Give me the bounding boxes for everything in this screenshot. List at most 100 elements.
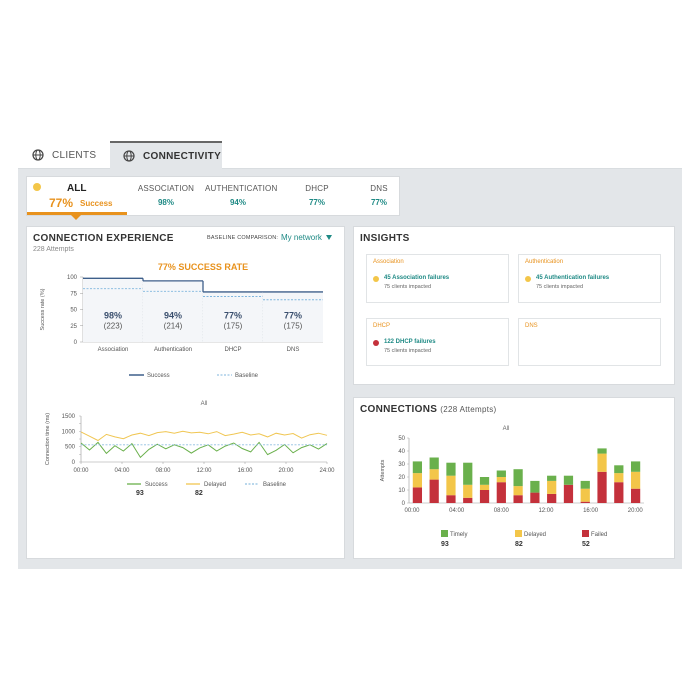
data-label-count: (223)	[104, 322, 123, 331]
connection-experience-card: CONNECTION EXPERIENCE 228 Attempts BASEL…	[26, 226, 345, 559]
y-tick-label: 0	[402, 501, 406, 507]
insight-association[interactable]: Association 45 Association failures 75 cl…	[366, 254, 509, 303]
connections-card: CONNECTIONS (228 Attempts) All Attempts 0 1…	[353, 397, 675, 559]
globe-icon	[123, 150, 135, 162]
x-tick-label: 00:00	[404, 508, 420, 514]
bar-failed	[429, 479, 439, 503]
y-tick-label: 50	[398, 436, 405, 442]
bar-fill	[203, 291, 263, 342]
bar-timely	[496, 470, 506, 477]
summary-item-value: 77%	[370, 198, 387, 207]
summary-dhcp[interactable]: DHCP 77%	[297, 184, 337, 207]
x-tick-label: 08:00	[494, 508, 510, 514]
legend-baseline-label: Baseline	[235, 373, 259, 379]
y-axis-label: Connection time (ms)	[45, 413, 51, 465]
bar-timely	[412, 461, 423, 474]
baseline-select[interactable]: My network	[281, 233, 332, 242]
bar-failed	[580, 501, 590, 503]
legend-timely-label: Timely	[450, 532, 467, 538]
success-rate-chart: 77% SUCCESS RATE Success rate (%) 0 25 50 75 1…	[40, 262, 323, 379]
y-axis-label: Attempts	[380, 459, 386, 481]
bar-timely	[446, 462, 456, 476]
insights-card: INSIGHTS Association 45 Association fail…	[353, 226, 675, 385]
bar-fill	[263, 291, 323, 342]
insight-text[interactable]: 45 Association failures	[384, 275, 450, 281]
summary-item-label: DNS	[370, 184, 388, 193]
chart-title: 77% SUCCESS RATE	[158, 262, 248, 272]
bar-failed	[446, 495, 456, 503]
legend-success-label: Success	[147, 373, 170, 379]
insight-text[interactable]: 45 Authentication failures	[536, 275, 610, 281]
bar-failed	[597, 471, 607, 503]
insight-text[interactable]: 122 DHCP failures	[384, 339, 436, 345]
bar-timely	[563, 475, 574, 485]
card-title: CONNECTIONS	[360, 404, 438, 415]
insight-sub: 75 clients impacted	[536, 284, 584, 290]
bar-failed	[614, 482, 624, 503]
x-tick-label: 04:00	[449, 508, 465, 514]
connectivity-app: CLIENTS CONNECTIVITY ALL 77% Success ASS…	[18, 141, 682, 569]
line-success	[80, 441, 328, 459]
legend-delayed-total: 82	[515, 541, 523, 548]
summary-dns[interactable]: DNS 77%	[359, 184, 399, 207]
y-tick-label: 30	[398, 462, 405, 468]
y-tick-label: 40	[398, 449, 405, 455]
legend-delayed-swatch	[515, 530, 522, 537]
card-title: INSIGHTS	[360, 233, 410, 244]
y-tick-label: 100	[67, 275, 78, 281]
legend-failed-label: Failed	[591, 532, 607, 538]
bar-delayed	[580, 488, 590, 502]
bar-delayed	[463, 484, 473, 498]
tab-clients-label: CLIENTS	[52, 149, 97, 161]
y-tick-label: 20	[398, 475, 405, 481]
insight-authentication[interactable]: Authentication 45 Authentication failure…	[518, 254, 661, 303]
summary-authentication[interactable]: AUTHENTICATION 94%	[205, 184, 278, 207]
summary-item-label: DHCP	[305, 184, 329, 193]
x-tick-label: 04:00	[114, 468, 130, 474]
summary-item-value: 77%	[308, 198, 325, 207]
summary-item-label: AUTHENTICATION	[205, 184, 278, 193]
x-tick-label: DHCP	[224, 347, 241, 353]
x-tick-label: 12:00	[196, 468, 212, 474]
baseline-comparison-label: BASELINE COMPARISON:	[207, 235, 279, 241]
bar-timely	[463, 462, 473, 485]
bar-failed	[563, 484, 574, 503]
bar-failed	[412, 487, 423, 503]
legend-failed-swatch	[582, 530, 589, 537]
connections-attempts: (228 Attempts)	[440, 405, 497, 414]
bar-delayed	[547, 480, 557, 494]
insight-category: DNS	[525, 323, 538, 329]
data-label-count: (214)	[164, 322, 183, 331]
bar-timely	[429, 457, 439, 470]
tab-clients[interactable]: CLIENTS	[32, 141, 114, 169]
x-tick-label: Authentication	[154, 347, 192, 353]
bar-delayed	[429, 469, 439, 480]
summary-all[interactable]: ALL 77% Success	[27, 177, 127, 220]
legend-baseline-label: Baseline	[263, 482, 287, 488]
bar-delayed	[479, 484, 490, 490]
y-tick-label: 10	[398, 488, 405, 494]
insight-dhcp[interactable]: DHCP 122 DHCP failures 75 clients impacte…	[366, 318, 509, 366]
summary-association[interactable]: ASSOCIATION 98%	[133, 184, 199, 207]
bar-timely	[513, 469, 523, 487]
y-tick-label: 0	[72, 460, 76, 466]
summary-bar: ALL 77% Success ASSOCIATION 98% AUTHENTI…	[26, 176, 400, 220]
bar-timely	[630, 461, 641, 472]
summary-item-label: ASSOCIATION	[137, 184, 195, 193]
x-tick-label: 20:00	[278, 468, 294, 474]
legend-success-total: 93	[136, 490, 144, 497]
data-label-count: (175)	[224, 322, 243, 331]
tab-connectivity-label: CONNECTIVITY	[143, 150, 222, 162]
x-tick-label: DNS	[287, 347, 300, 353]
summary-all-label: ALL	[67, 183, 87, 194]
y-axis-label: Success rate (%)	[40, 288, 46, 330]
tab-connectivity[interactable]: CONNECTIVITY	[110, 141, 222, 169]
insight-dns[interactable]: DNS	[518, 318, 661, 366]
bar-failed	[496, 482, 506, 503]
bar-delayed	[597, 453, 607, 472]
caret-down-icon	[325, 235, 332, 240]
y-tick-label: 50	[70, 308, 77, 314]
globe-icon	[32, 149, 44, 161]
bar-failed	[479, 490, 490, 503]
insight-category: DHCP	[373, 323, 391, 329]
